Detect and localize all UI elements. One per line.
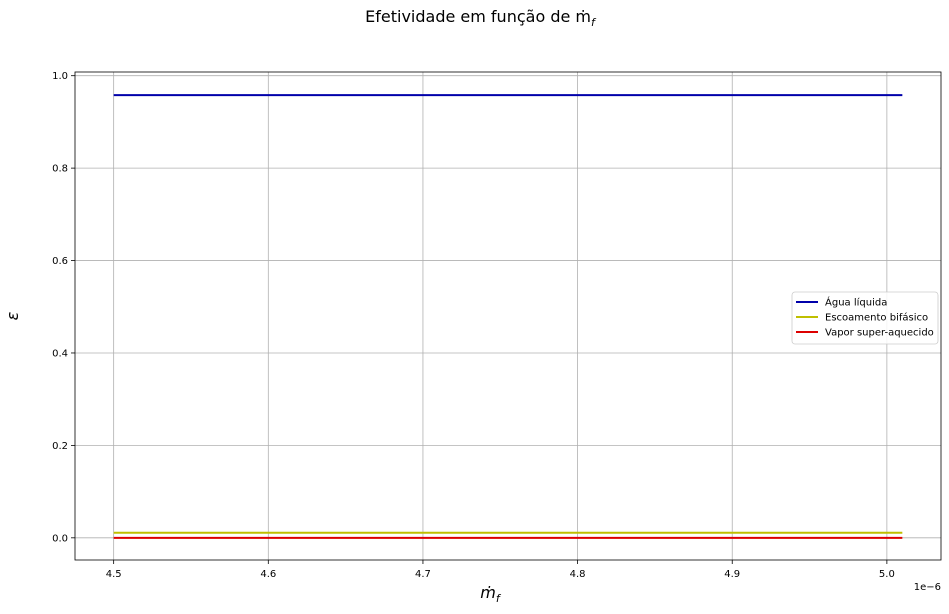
legend-box	[791, 291, 939, 345]
x-tick-label: 4.6	[260, 569, 276, 580]
y-tick-label: 0.8	[52, 164, 68, 175]
x-tick-label: 4.7	[415, 569, 431, 580]
y-tick-label: 1.0	[52, 71, 68, 82]
x-axis-label: ṁf	[480, 583, 502, 605]
y-tick-label: 0.0	[52, 533, 68, 544]
legend: Água líquida Escoamento bifásico Vapor sup…	[791, 291, 939, 345]
legend-label: Água líquida	[825, 296, 887, 309]
y-tick-label: 0.6	[52, 256, 68, 267]
x-tick-label: 4.8	[570, 569, 586, 580]
x-axis-ticks: 4.5 4.6 4.7 4.8 4.9 5.0	[106, 560, 895, 580]
legend-label: Escoamento bifásico	[825, 312, 928, 324]
x-offset-label: 1e−6	[914, 582, 941, 593]
x-tick-label: 5.0	[879, 569, 895, 580]
x-tick-label: 4.5	[106, 569, 122, 580]
y-axis-label: ε	[3, 311, 22, 320]
chart-title: Efetividade em função de ṁf	[365, 7, 597, 29]
y-tick-label: 0.4	[52, 348, 68, 359]
plot-area-frame	[74, 71, 942, 561]
legend-label: Vapor super-aquecido	[825, 328, 934, 339]
x-tick-label: 4.9	[724, 569, 740, 580]
y-tick-label: 0.2	[52, 441, 68, 452]
y-axis-ticks: 0.0 0.2 0.4 0.6 0.8 1.0	[52, 71, 75, 544]
series-lines	[113, 94, 903, 539]
